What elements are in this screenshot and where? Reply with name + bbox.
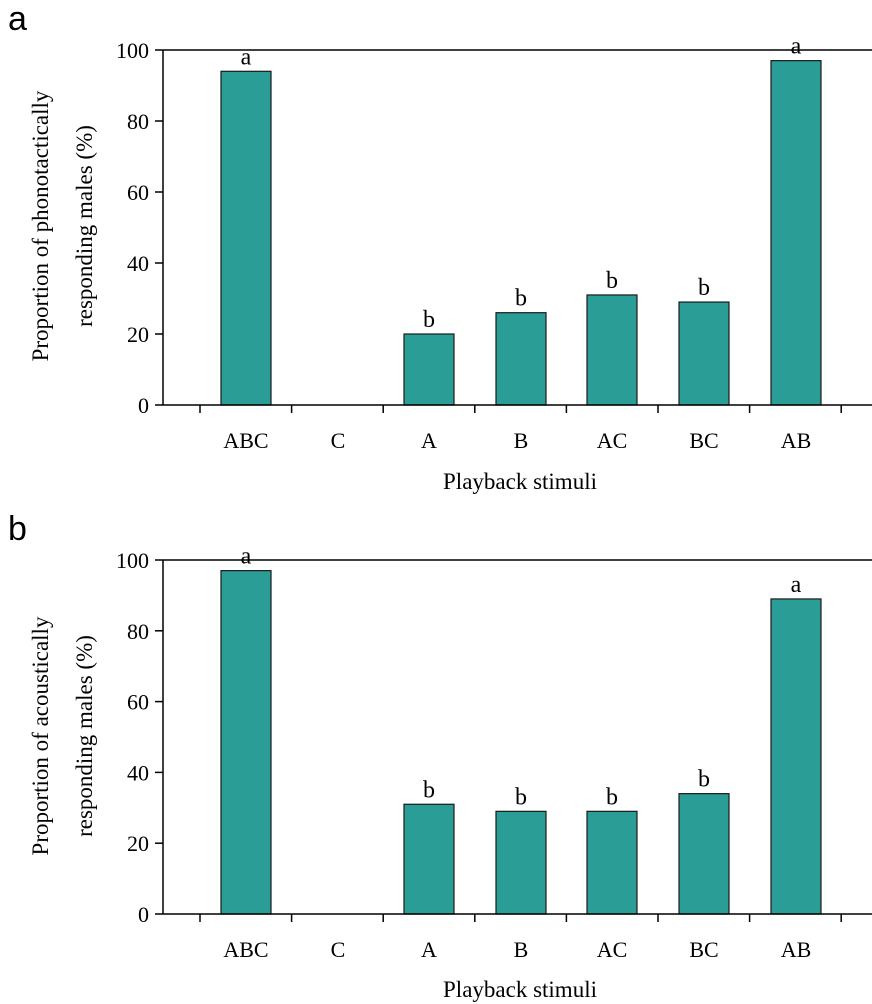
y-tick-label: 60 (127, 690, 149, 715)
plot-area: a ABC Cb Ab Bb AC b BC a AB 0 20 40 60 80 100 (116, 34, 872, 453)
bar-ac (586, 810, 638, 915)
significance-label: b (606, 268, 618, 294)
significance-label: a (241, 44, 252, 70)
chart-panel-a: a Proportion of phonotactically respondi… (8, 0, 872, 494)
y-tick-label: 100 (116, 38, 149, 63)
chart-panel-b: b Proportion of acoustically responding … (8, 510, 872, 1002)
x-tick-label: AC (597, 937, 628, 962)
x-tick-label: B (514, 428, 529, 453)
bar-ab (770, 598, 822, 915)
y-tick-label: 0 (138, 393, 149, 418)
x-tick-label: ABC (223, 428, 268, 453)
y-tick-label: 40 (127, 760, 149, 785)
y-tick-label: 0 (138, 902, 149, 927)
bar-bc (678, 793, 730, 915)
significance-label: a (241, 544, 252, 570)
bar-ac (586, 294, 638, 406)
significance-label: b (515, 286, 527, 312)
significance-label: a (791, 34, 802, 60)
significance-label: b (698, 767, 710, 793)
y-tick-label: 80 (127, 109, 149, 134)
y-axis-title: Proportion of phonotactically responding… (28, 90, 97, 361)
bar-b (495, 312, 547, 406)
x-tick-label: C (331, 937, 346, 962)
x-tick-label: A (421, 937, 437, 962)
bar-abc (220, 70, 272, 406)
x-tick-label: AB (781, 937, 812, 962)
panel-letter: a (8, 0, 27, 38)
x-axis-title: Playback stimuli (443, 977, 597, 1002)
y-tick-label: 40 (127, 251, 149, 276)
x-tick-label: A (421, 428, 437, 453)
y-axis-title-line-1: Proportion of acoustically (28, 616, 53, 855)
x-axis-title: Playback stimuli (443, 469, 597, 494)
x-tick-label: AC (597, 428, 628, 453)
y-tick-label: 80 (127, 619, 149, 644)
significance-label: b (606, 784, 618, 810)
x-tick-label: BC (689, 937, 718, 962)
bar-abc (220, 570, 272, 915)
y-axis-title-line-2: responding males (%) (72, 635, 97, 837)
bar-a (403, 333, 455, 406)
significance-label: b (423, 777, 435, 803)
plot-area: a ABC Cb Ab Bb AC b BC a AB 0 20 40 60 80 100 (116, 544, 872, 962)
y-tick-label: 100 (116, 548, 149, 573)
significance-label: b (515, 784, 527, 810)
y-tick-label: 20 (127, 831, 149, 856)
y-axis-title-line-2: responding males (%) (72, 125, 97, 327)
bar-ab (770, 60, 822, 406)
significance-label: a (791, 572, 802, 598)
x-tick-label: C (331, 428, 346, 453)
x-tick-label: ABC (223, 937, 268, 962)
x-tick-label: BC (689, 428, 718, 453)
bar-a (403, 803, 455, 915)
y-axis-title: Proportion of acoustically responding ma… (28, 616, 97, 855)
significance-label: b (423, 307, 435, 333)
bar-b (495, 810, 547, 915)
x-tick-label: AB (781, 428, 812, 453)
x-tick-label: B (514, 937, 529, 962)
significance-label: b (698, 275, 710, 301)
y-axis-title-line-1: Proportion of phonotactically (28, 90, 53, 361)
y-tick-label: 60 (127, 180, 149, 205)
y-tick-label: 20 (127, 322, 149, 347)
bar-bc (678, 301, 730, 406)
panel-letter: b (8, 510, 27, 548)
